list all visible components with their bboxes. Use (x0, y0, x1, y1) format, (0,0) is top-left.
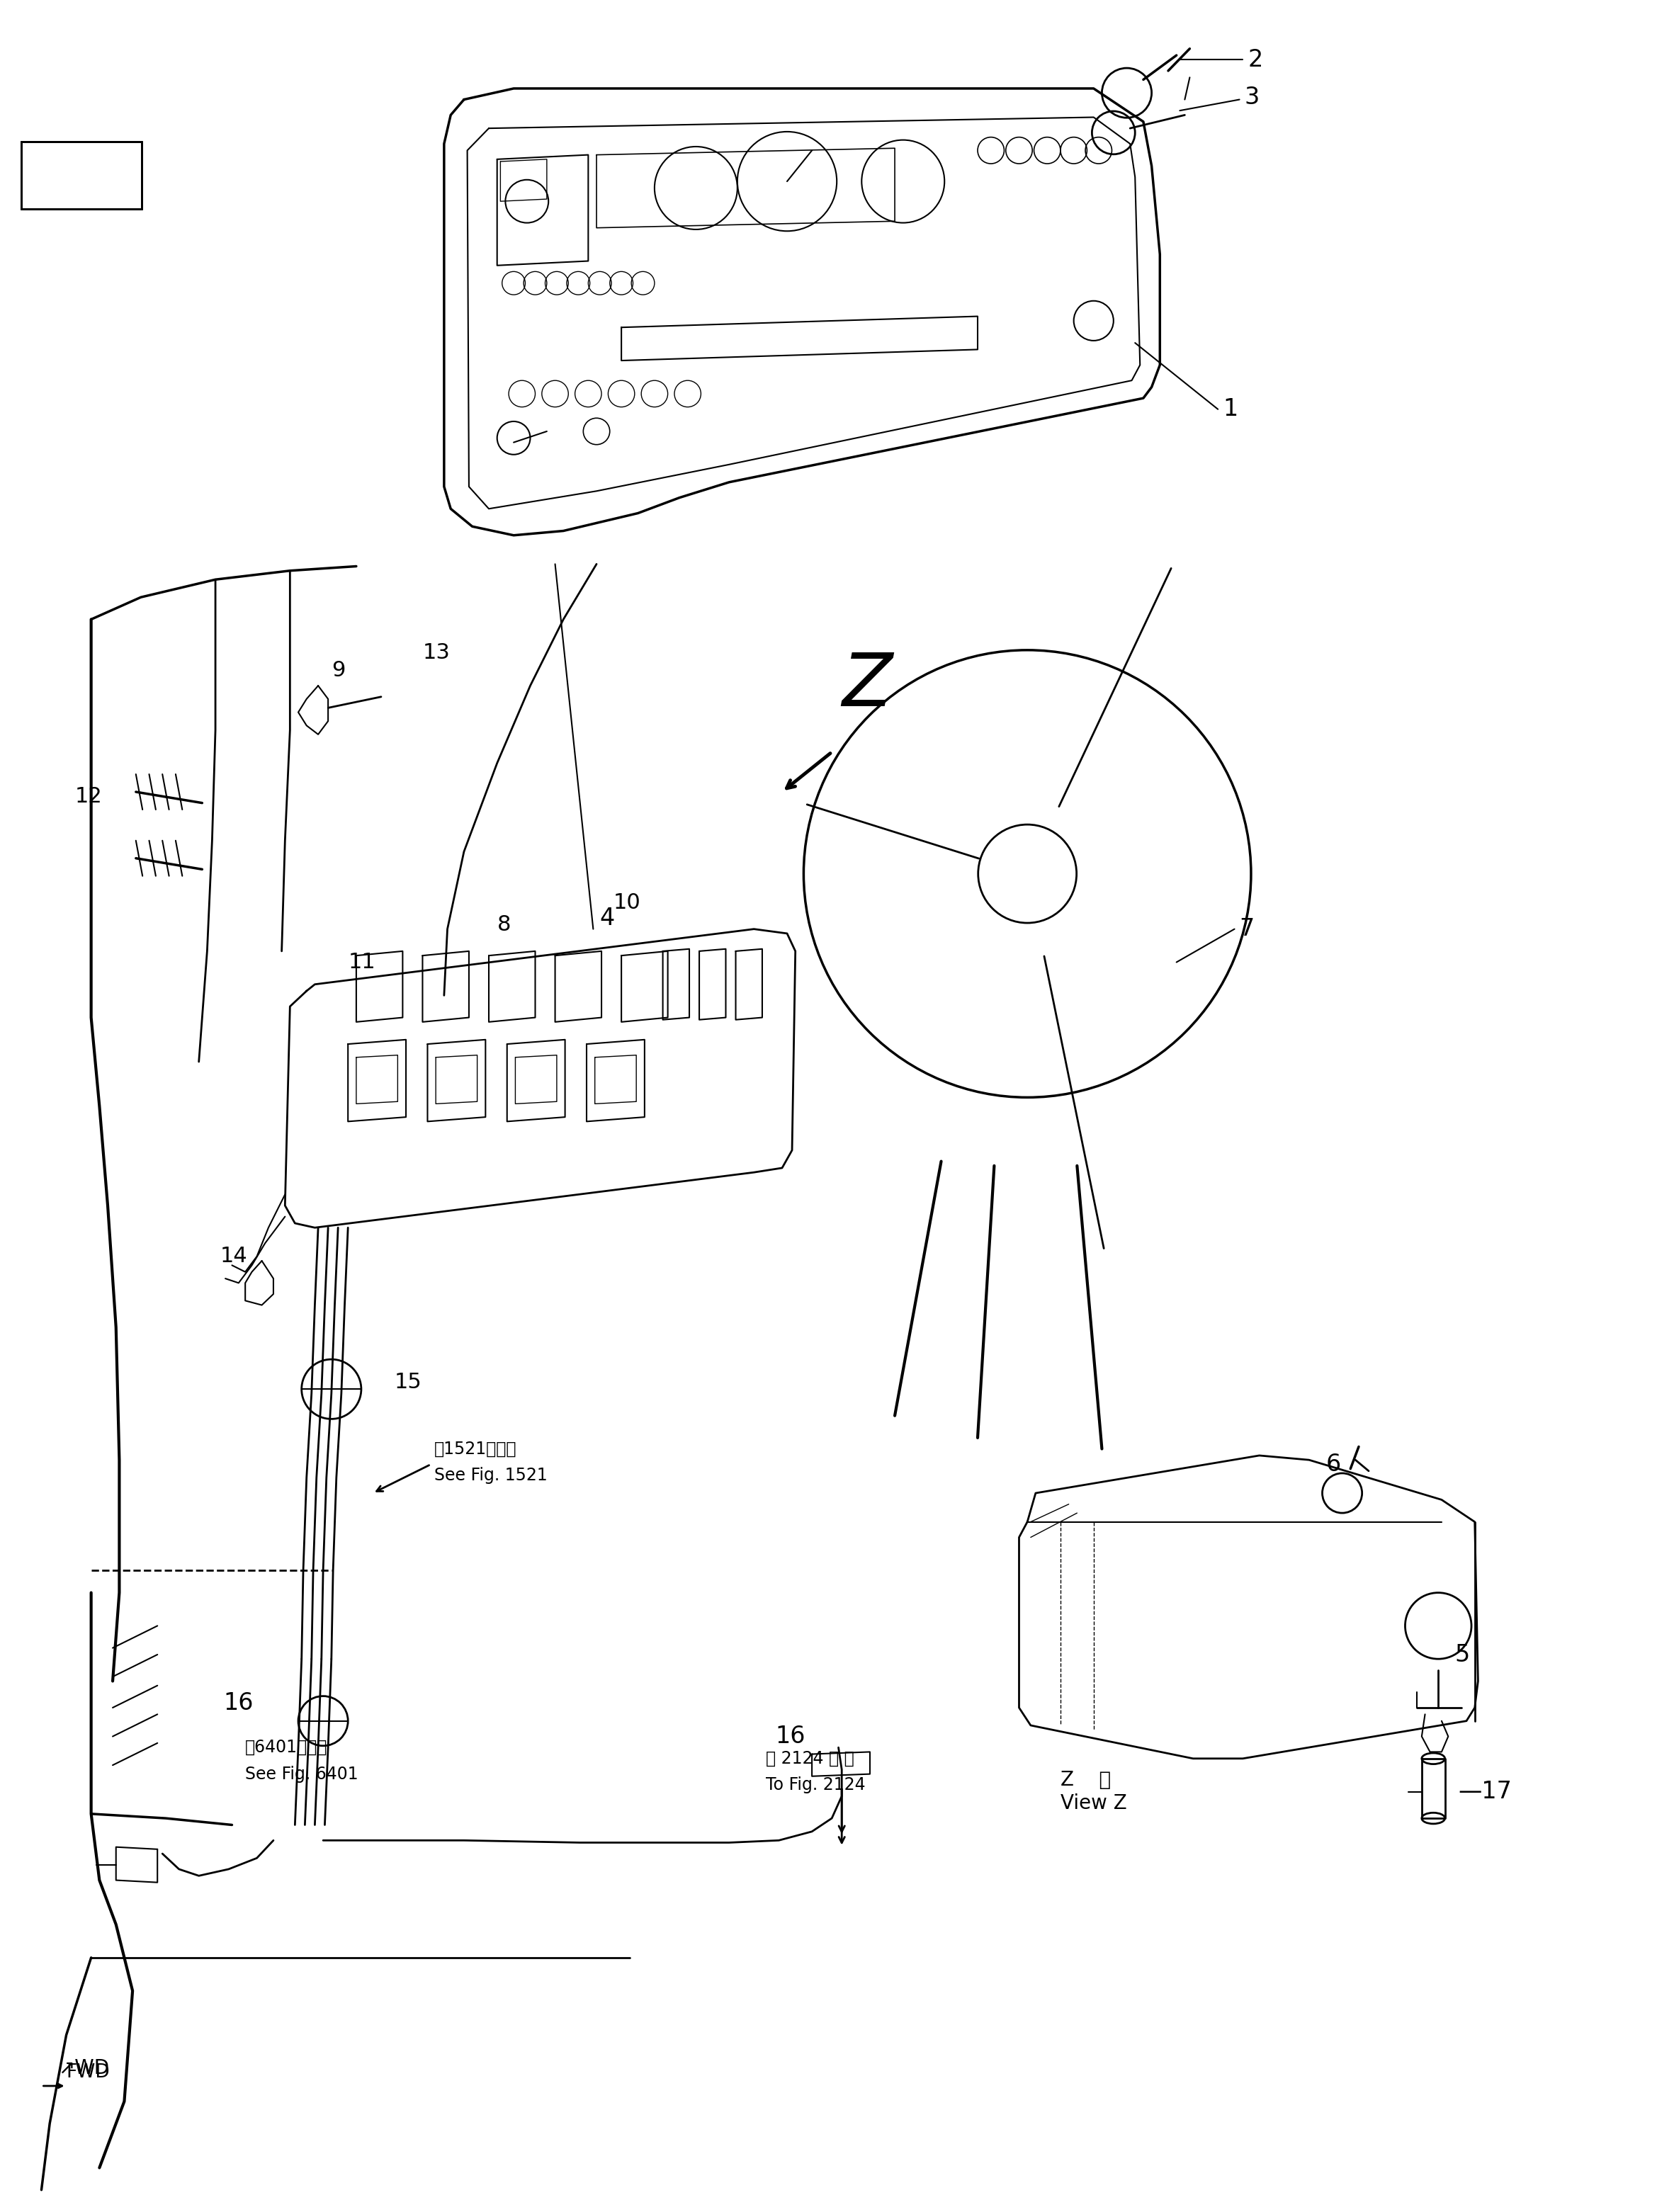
Text: 第1521図参照: 第1521図参照 (434, 1440, 517, 1458)
Text: 16: 16 (224, 1692, 254, 1714)
Text: 15: 15 (394, 1371, 423, 1394)
Text: 第6401図参照: 第6401図参照 (245, 1739, 328, 1756)
Text: 5: 5 (1455, 1644, 1470, 1666)
Text: To Fig. 2124: To Fig. 2124 (766, 1776, 865, 1794)
Text: Z    矢
View Z: Z 矢 View Z (1060, 1770, 1127, 1814)
Text: 16: 16 (775, 1725, 805, 1747)
Text: 4: 4 (600, 907, 615, 929)
Text: —17: —17 (1458, 1781, 1511, 1803)
Text: 1: 1 (1223, 398, 1238, 420)
Text: 10: 10 (613, 891, 641, 914)
Text: 3: 3 (1244, 86, 1259, 108)
Text: 8: 8 (497, 914, 510, 936)
Text: 7: 7 (1239, 918, 1254, 940)
Text: See Fig. 6401: See Fig. 6401 (245, 1765, 358, 1783)
Text: 2: 2 (1248, 49, 1263, 71)
Text: 9: 9 (331, 659, 345, 681)
Text: 12: 12 (75, 785, 103, 807)
Text: 13: 13 (423, 641, 451, 664)
Text: See Fig. 1521: See Fig. 1521 (434, 1467, 547, 1484)
Text: FWD: FWD (66, 2064, 109, 2081)
Text: Z: Z (842, 650, 893, 721)
Text: 14: 14 (220, 1245, 249, 1267)
Text: 第 2124 図 へ: 第 2124 図 へ (766, 1750, 853, 1767)
Text: 6: 6 (1326, 1453, 1341, 1475)
Text: ↗WD: ↗WD (58, 2059, 109, 2077)
FancyBboxPatch shape (22, 142, 143, 208)
Text: 11: 11 (348, 951, 376, 973)
